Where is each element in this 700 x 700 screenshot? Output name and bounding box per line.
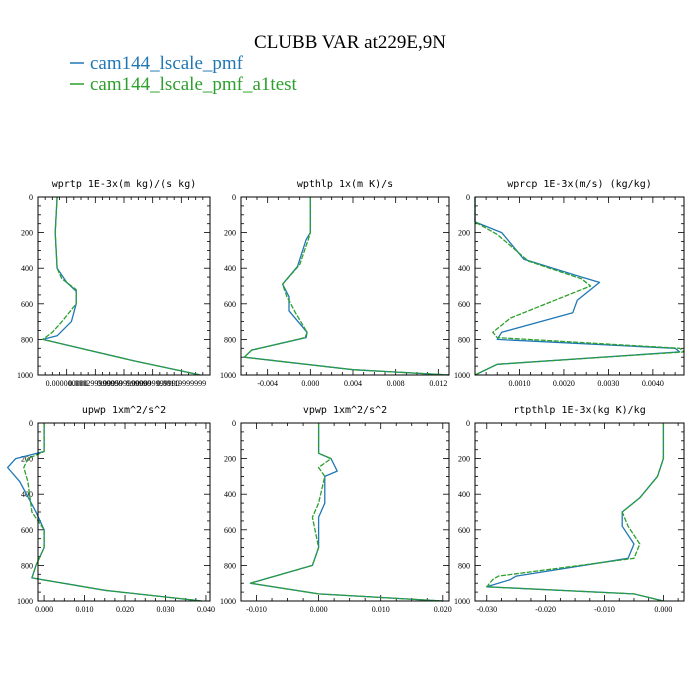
x-tick-label: 0.000599999990 <box>97 379 151 388</box>
y-tick-label: 600 <box>21 300 33 309</box>
y-tick-label: 800 <box>224 561 236 570</box>
x-tick-label: 0.000000000 <box>46 379 88 388</box>
series-line-2 <box>42 196 201 376</box>
series-line-1 <box>6 423 202 602</box>
y-tick-label: 0 <box>466 193 470 202</box>
y-tick-label: 0 <box>29 419 33 428</box>
y-tick-label: 800 <box>458 561 470 570</box>
subplot-1: wprtp 1E-3x(m kg)/(s kg) 0 200 400 600 800 100… <box>17 179 211 388</box>
plot-frame <box>474 422 685 602</box>
x-tick-label: 0.020 <box>116 605 134 614</box>
x-tick-label: 0.0040 <box>642 379 664 388</box>
x-tick-label: -0.010 <box>246 605 267 614</box>
x-tick-label: 0.0030 <box>597 379 619 388</box>
x-tick-label: 0.00119999999 <box>156 379 206 388</box>
y-tick-label: 400 <box>21 264 33 273</box>
x-tick-label: 0.010 <box>76 605 94 614</box>
y-tick-label: 400 <box>458 264 470 273</box>
y-tick-label: 600 <box>224 526 236 535</box>
y-tick-label: 1000 <box>220 371 236 380</box>
x-tick-label: 0.010 <box>372 605 390 614</box>
x-tick-label: -0.004 <box>257 379 278 388</box>
legend-label-2: cam144_lscale_pmf_a1test <box>90 74 298 95</box>
y-tick-label: 400 <box>458 490 470 499</box>
plot-frame <box>240 422 450 602</box>
y-tick-label: 1000 <box>17 371 33 380</box>
x-tick-label: 0.000 <box>35 605 53 614</box>
subplot-6: rtpthlp 1E-3x(kg K)/kg02004006008001000-… <box>454 405 685 614</box>
series-line-1 <box>474 197 681 376</box>
x-tick-label: 0.000 <box>654 605 672 614</box>
subplot-3: wprcp 1E-3x(m/s) (kg/kg) 0 200 400 600 800 100… <box>454 179 685 388</box>
series-line-2 <box>486 423 665 602</box>
x-tick-label: 0.012 <box>429 379 447 388</box>
y-tick-label: 1000 <box>220 597 236 606</box>
x-tick-label: 0.040 <box>197 605 215 614</box>
subplot-title: wpthlp 1x(m K)/s <box>297 179 393 190</box>
x-tick-label: 0.000299999990 <box>68 379 122 388</box>
y-tick-label: 200 <box>458 229 470 238</box>
y-tick-label: 200 <box>224 229 236 238</box>
y-tick-label: 200 <box>458 455 470 464</box>
subplot-title: wprtp 1E-3x(m kg)/(s kg) <box>52 179 197 190</box>
y-tick-label: 400 <box>224 490 236 499</box>
series-line-2 <box>243 197 450 376</box>
series-line-2 <box>249 423 443 602</box>
series-line-1 <box>486 423 665 602</box>
y-tick-label: 400 <box>224 264 236 273</box>
x-tick-label: -0.030 <box>476 605 497 614</box>
y-tick-label: 600 <box>458 300 470 309</box>
x-tick-label: 0.0020 <box>553 379 575 388</box>
subplot-title: upwp 1xm^2/s^2 <box>82 405 166 416</box>
subplot-5: vpwp 1xm^2/s^2 0 200 400 600 800 1000 -0.010 0.0… <box>220 405 452 614</box>
subplot-title: rtpthlp 1E-3x(kg K)/kg <box>513 405 645 416</box>
subplot-title: vpwp 1xm^2/s^2 <box>303 405 387 416</box>
figure-legend: cam144_lscale_pmf cam144_lscale_pmf_a1te… <box>70 53 298 95</box>
y-tick-label: 1000 <box>454 597 470 606</box>
x-tick-label: 0.000 <box>301 379 319 388</box>
y-tick-label: 800 <box>224 335 236 344</box>
y-tick-label: 1000 <box>454 371 470 380</box>
x-tick-label: 0.000899999990 <box>126 379 180 388</box>
subplot-2: wpthlp 1x(m K)/s 0 200 400 600 800 1000 -0.004 0… <box>220 179 450 388</box>
y-tick-label: 0 <box>232 419 236 428</box>
figure-title: CLUBB VAR at229E,9N <box>254 32 446 53</box>
y-tick-label: 200 <box>21 229 33 238</box>
series-line-1 <box>42 196 201 376</box>
x-tick-label: 0.008 <box>387 379 405 388</box>
x-tick-label: 0.020 <box>434 605 452 614</box>
y-tick-label: 800 <box>21 561 33 570</box>
x-tick-label: -0.020 <box>535 605 556 614</box>
legend-label-1: cam144_lscale_pmf <box>90 53 244 74</box>
y-tick-label: 800 <box>458 335 470 344</box>
plot-frame <box>474 196 685 376</box>
x-tick-label: 0.030 <box>156 605 174 614</box>
x-tick-label: 0.004 <box>344 379 362 388</box>
y-tick-label: 600 <box>21 526 33 535</box>
y-tick-label: 600 <box>458 526 470 535</box>
plot-frame <box>37 422 211 602</box>
plot-frame <box>37 196 211 376</box>
y-tick-label: 600 <box>224 300 236 309</box>
x-tick-label: 0.0010 <box>508 379 530 388</box>
y-tick-label: 200 <box>224 455 236 464</box>
y-tick-label: 1000 <box>17 597 33 606</box>
plot-frame <box>240 196 450 376</box>
series-line-2 <box>474 197 685 376</box>
series-line-2 <box>23 423 202 602</box>
y-tick-label: 0 <box>232 193 236 202</box>
series-line-1 <box>243 197 450 376</box>
x-tick-label: -0.010 <box>594 605 615 614</box>
y-tick-label: 800 <box>21 335 33 344</box>
subplot-title: wprcp 1E-3x(m/s) (kg/kg) <box>507 179 652 190</box>
x-tick-label: 0.000 <box>310 605 328 614</box>
subplot-grid: wprtp 1E-3x(m kg)/(s kg) 0 200 400 600 800 100… <box>6 179 685 614</box>
y-tick-label: 0 <box>466 419 470 428</box>
y-tick-label: 0 <box>29 193 33 202</box>
